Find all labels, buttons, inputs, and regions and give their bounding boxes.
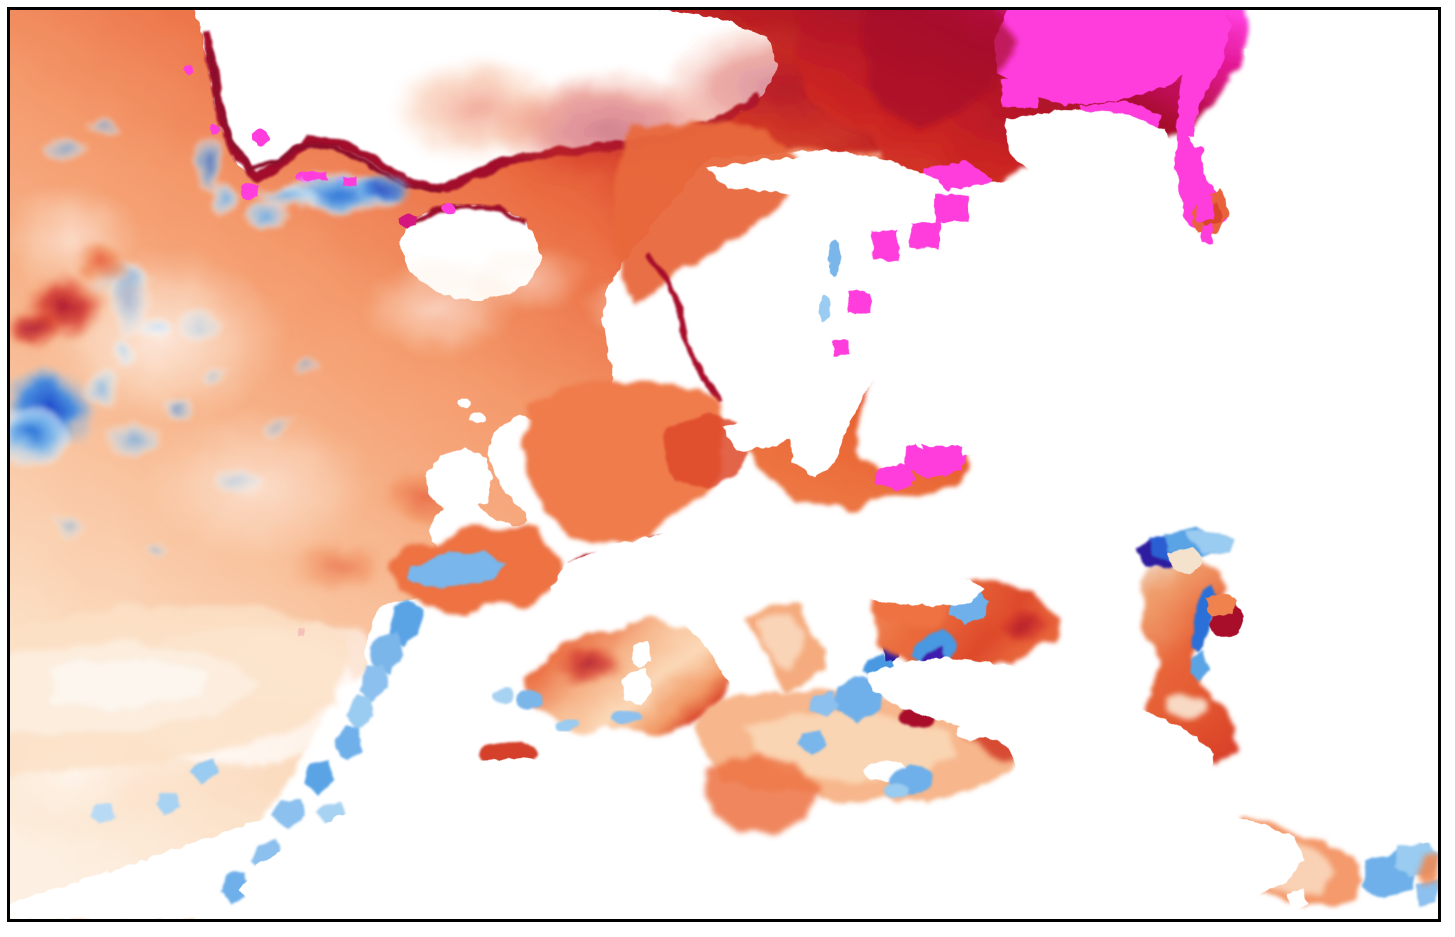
gulf-of-oman-cold: [1362, 840, 1438, 907]
field-texture-overlay: [10, 10, 1438, 919]
coastal-over-range-specks: [243, 27, 1213, 487]
subtropical-pale-band: [10, 606, 349, 775]
heatmap-layer: [10, 10, 1438, 919]
iberian-upwelling-cold: [272, 552, 506, 831]
biscay-iberia-field: [272, 526, 556, 831]
landmask-overlay: [239, 23, 1438, 919]
sst-anomaly-heatmap: [10, 10, 1438, 919]
map-axes: [7, 7, 1441, 922]
